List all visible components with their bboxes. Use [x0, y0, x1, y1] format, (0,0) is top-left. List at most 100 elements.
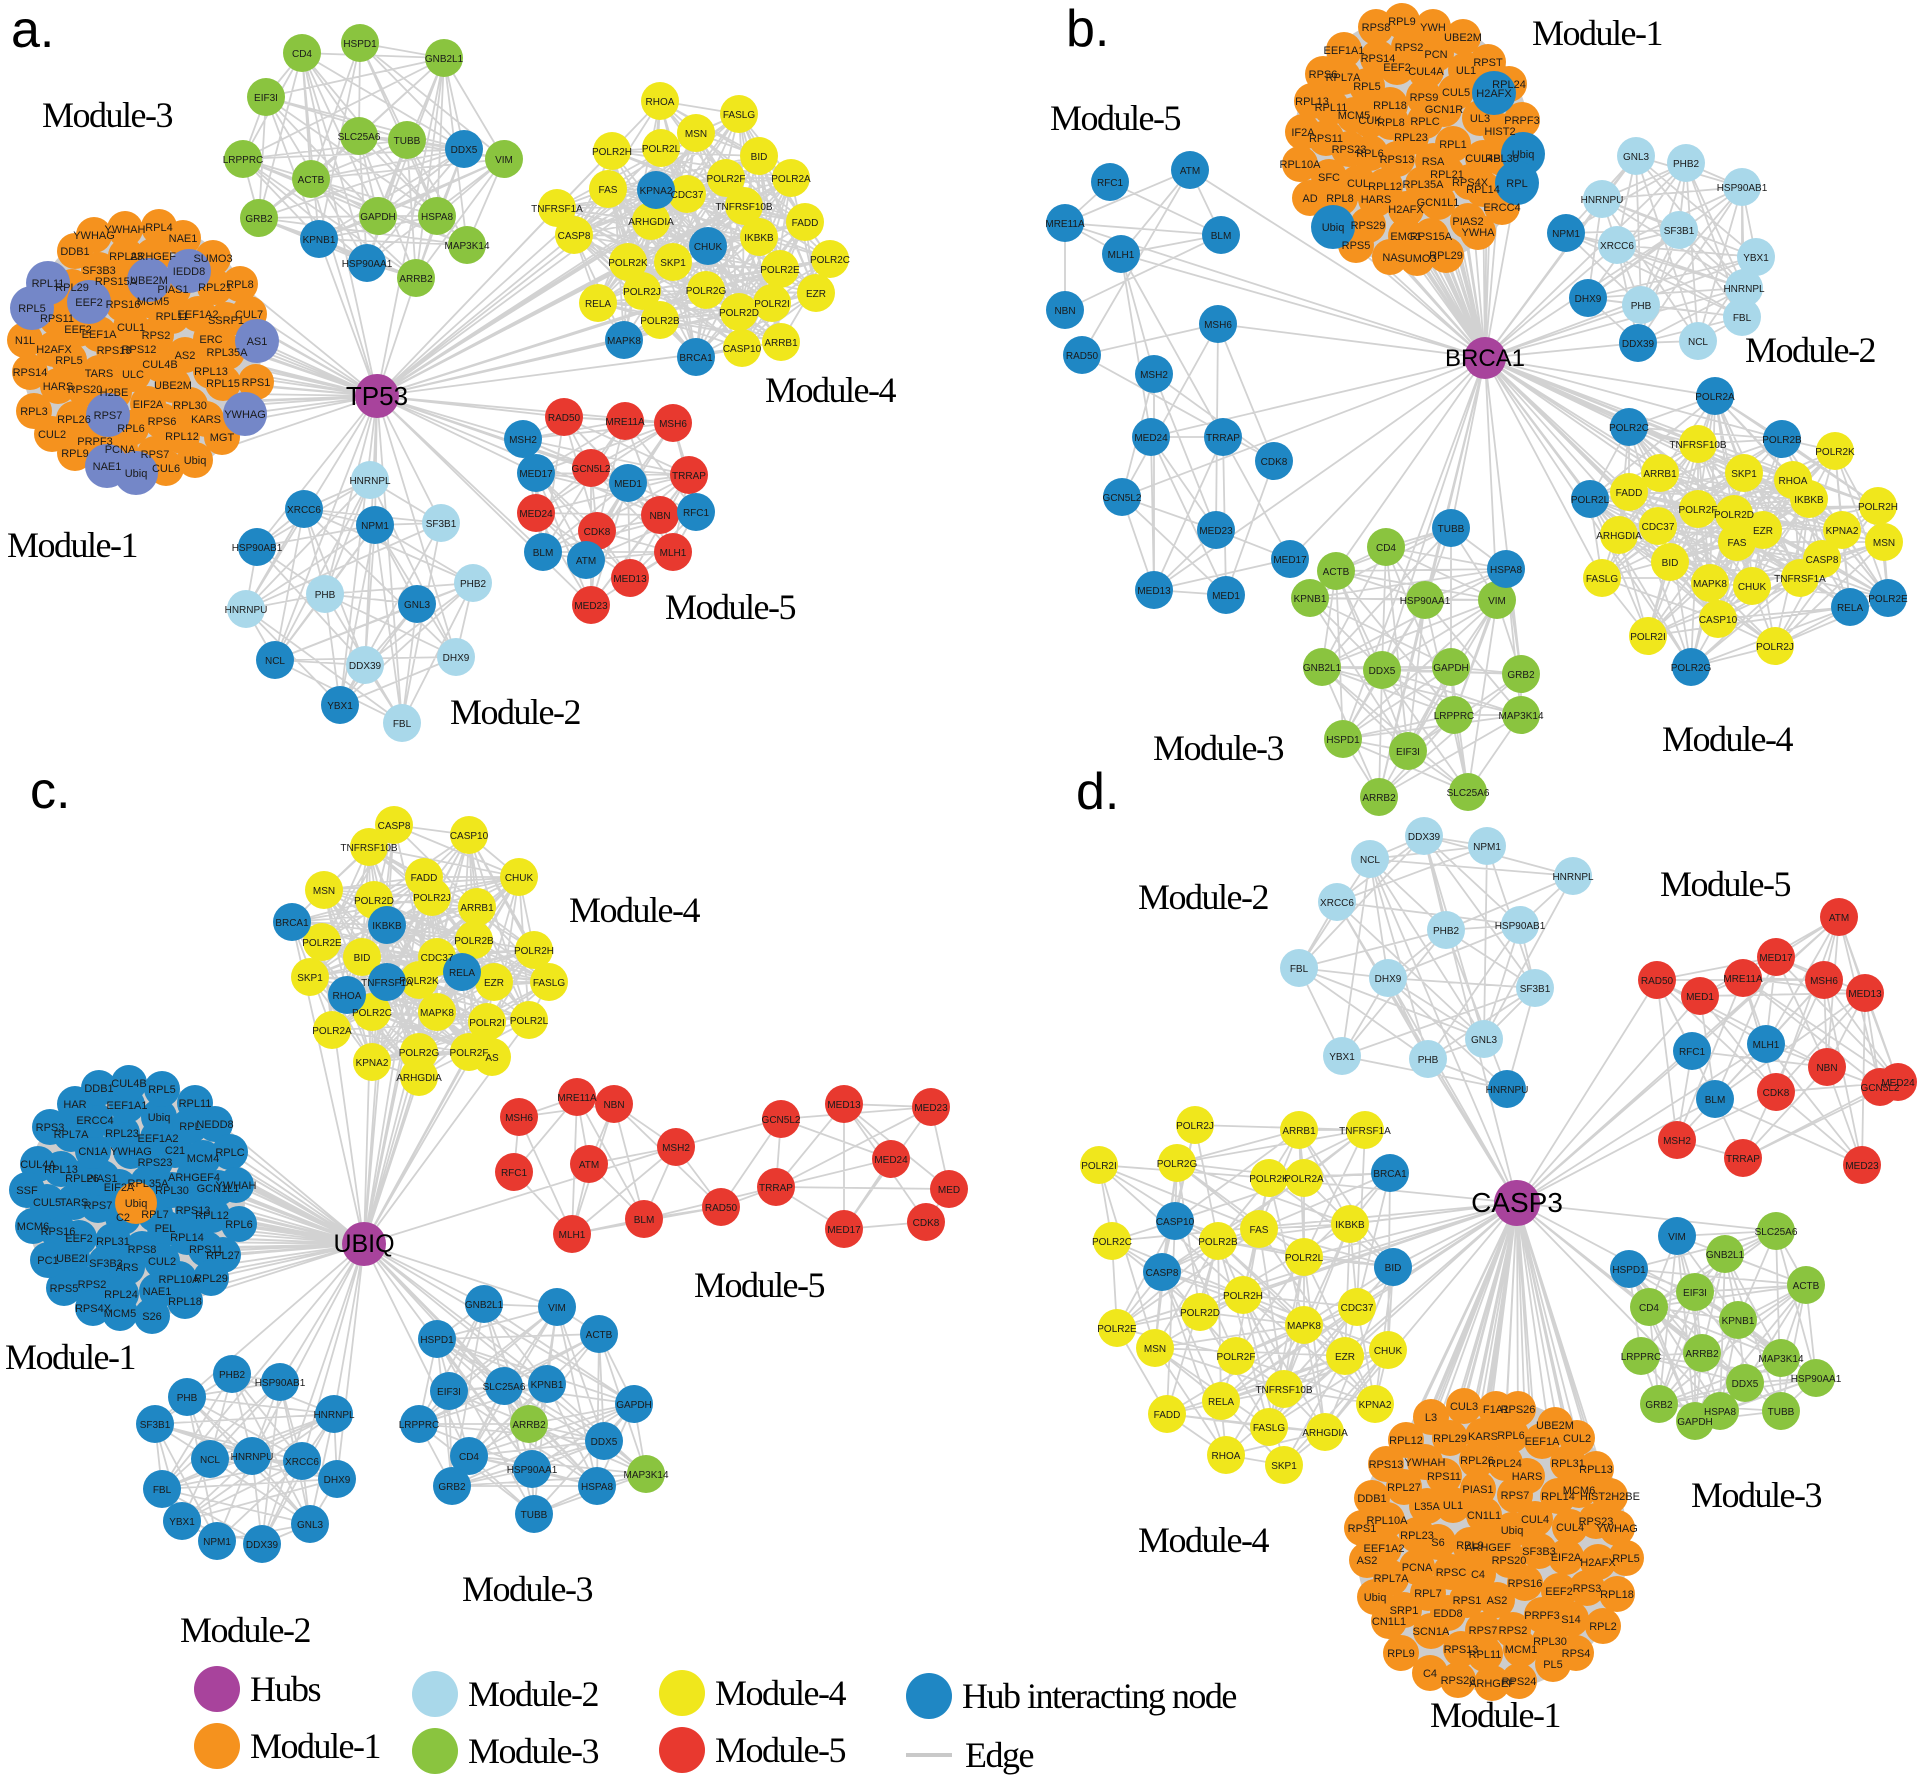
svg-text:VIM: VIM — [548, 1303, 566, 1314]
svg-text:AD: AD — [1302, 193, 1317, 205]
svg-text:Module-2: Module-2 — [468, 1674, 598, 1714]
svg-text:RPS8: RPS8 — [1362, 22, 1391, 34]
svg-text:MCM1: MCM1 — [1505, 1644, 1537, 1656]
svg-text:POLR2F: POLR2F — [450, 1048, 489, 1059]
svg-text:SKP1: SKP1 — [1271, 1461, 1297, 1472]
svg-text:ARRB1: ARRB1 — [1643, 469, 1677, 480]
svg-text:NBN: NBN — [1054, 306, 1075, 317]
svg-text:CUL4B: CUL4B — [1465, 153, 1500, 165]
svg-text:MCM6: MCM6 — [1563, 1485, 1595, 1497]
svg-text:DDX5: DDX5 — [591, 1437, 618, 1448]
svg-text:IF2A: IF2A — [1291, 127, 1315, 139]
svg-text:CUL4: CUL4 — [1521, 1514, 1549, 1526]
svg-text:YBX1: YBX1 — [327, 701, 353, 712]
svg-text:NPM1: NPM1 — [361, 521, 389, 532]
svg-text:LRPPRC: LRPPRC — [223, 155, 264, 166]
svg-text:MED13: MED13 — [827, 1100, 861, 1111]
svg-text:KPNB1: KPNB1 — [303, 235, 336, 246]
svg-text:CASP8: CASP8 — [1806, 555, 1839, 566]
svg-text:FBL: FBL — [1733, 313, 1752, 324]
svg-text:RPS13: RPS13 — [1380, 154, 1415, 166]
svg-text:YWHAG: YWHAG — [110, 1146, 152, 1158]
svg-text:Module-4: Module-4 — [1138, 1520, 1269, 1560]
svg-text:UL3: UL3 — [1470, 113, 1490, 125]
svg-text:RPS13: RPS13 — [1444, 1644, 1479, 1656]
svg-text:XRCC6: XRCC6 — [1320, 898, 1354, 909]
svg-text:CUL: CUL — [1347, 178, 1369, 190]
svg-text:PHB2: PHB2 — [1673, 159, 1700, 170]
svg-text:YWHAG: YWHAG — [224, 409, 266, 421]
svg-text:EEF1A2: EEF1A2 — [138, 1133, 179, 1145]
svg-text:RPL12: RPL12 — [165, 431, 199, 443]
svg-text:BID: BID — [751, 152, 768, 163]
svg-text:FADD: FADD — [1616, 488, 1643, 499]
svg-text:RPS11: RPS11 — [189, 1244, 223, 1256]
svg-text:GCN5L2: GCN5L2 — [572, 464, 611, 475]
svg-text:RHOA: RHOA — [646, 97, 675, 108]
svg-text:POLR2L: POLR2L — [510, 1016, 549, 1027]
svg-text:RPS16: RPS16 — [1508, 1578, 1543, 1590]
svg-text:RPS15A: RPS15A — [95, 276, 138, 288]
svg-text:MED17: MED17 — [1759, 953, 1793, 964]
svg-text:CHUK: CHUK — [505, 873, 534, 884]
svg-text:MRE11A: MRE11A — [557, 1093, 597, 1104]
svg-text:GRB2: GRB2 — [438, 1482, 466, 1493]
svg-text:PHB: PHB — [315, 590, 336, 601]
svg-text:PC1: PC1 — [37, 1255, 58, 1267]
svg-text:MED24: MED24 — [1881, 1078, 1915, 1089]
svg-text:RPS1: RPS1 — [1348, 1523, 1377, 1535]
svg-text:EEF1A2: EEF1A2 — [178, 309, 219, 321]
svg-text:IKBKB: IKBKB — [744, 233, 774, 244]
svg-text:HSP90AA1: HSP90AA1 — [1791, 1374, 1842, 1385]
svg-text:RAD50: RAD50 — [1066, 351, 1099, 362]
svg-text:CDK8: CDK8 — [584, 527, 611, 538]
svg-text:PCNA: PCNA — [105, 444, 136, 456]
svg-text:DHX9: DHX9 — [443, 653, 470, 664]
svg-text:RPL5: RPL5 — [55, 355, 83, 367]
svg-text:SF3B1: SF3B1 — [1664, 226, 1695, 237]
svg-text:Ubiq: Ubiq — [148, 1112, 171, 1124]
svg-text:RPL18: RPL18 — [168, 1296, 202, 1308]
svg-text:HSP90AB1: HSP90AB1 — [255, 1378, 306, 1389]
svg-text:POLR2G: POLR2G — [399, 1048, 440, 1059]
svg-text:FASLG: FASLG — [723, 110, 755, 121]
svg-text:TNFRSF10B: TNFRSF10B — [340, 843, 398, 854]
svg-text:POLR2C: POLR2C — [1609, 423, 1649, 434]
svg-text:MSN: MSN — [1144, 1344, 1166, 1355]
svg-text:RPL7A: RPL7A — [1374, 1573, 1410, 1585]
svg-text:BID: BID — [1662, 558, 1679, 569]
svg-text:RPS7: RPS7 — [1469, 1625, 1498, 1637]
svg-text:RPL18: RPL18 — [1600, 1589, 1634, 1601]
svg-text:POLR2H: POLR2H — [514, 946, 554, 957]
svg-text:FBL: FBL — [1290, 964, 1309, 975]
svg-text:RFC1: RFC1 — [1097, 178, 1124, 189]
svg-text:RPL5: RPL5 — [148, 1084, 176, 1096]
svg-text:HNRNPL: HNRNPL — [1552, 872, 1594, 883]
svg-text:MSH2: MSH2 — [662, 1143, 690, 1154]
svg-text:RPS23: RPS23 — [138, 1157, 173, 1169]
svg-text:UL1: UL1 — [1456, 65, 1476, 77]
svg-text:HNRNPU: HNRNPU — [231, 1452, 274, 1463]
svg-text:RPL26: RPL26 — [65, 1173, 99, 1185]
svg-text:Module-3: Module-3 — [462, 1569, 592, 1609]
svg-text:H2AFX: H2AFX — [1388, 204, 1424, 216]
svg-text:c.: c. — [30, 762, 70, 820]
svg-text:POLR2D: POLR2D — [1180, 1308, 1220, 1319]
svg-text:POLR2E: POLR2E — [1097, 1324, 1137, 1335]
svg-text:GNB2L1: GNB2L1 — [425, 54, 464, 65]
svg-text:RPS13: RPS13 — [176, 1205, 211, 1217]
svg-text:DDB1: DDB1 — [1357, 1493, 1386, 1505]
svg-text:DDX39: DDX39 — [349, 661, 382, 672]
svg-text:ARRB2: ARRB2 — [512, 1420, 546, 1431]
svg-text:Module-5: Module-5 — [715, 1730, 845, 1770]
svg-text:NCL: NCL — [1360, 855, 1380, 866]
svg-text:RPL11: RPL11 — [179, 1098, 212, 1110]
svg-text:Module-1: Module-1 — [7, 525, 137, 565]
svg-text:RPS20: RPS20 — [68, 384, 103, 396]
svg-text:CDC37: CDC37 — [1642, 522, 1675, 533]
svg-text:NEDD8: NEDD8 — [196, 1119, 233, 1131]
svg-text:HSP90AA1: HSP90AA1 — [1400, 596, 1451, 607]
svg-text:ARRB2: ARRB2 — [399, 274, 433, 285]
svg-text:BLM: BLM — [1211, 231, 1232, 242]
svg-text:Ubiq: Ubiq — [1322, 222, 1345, 234]
